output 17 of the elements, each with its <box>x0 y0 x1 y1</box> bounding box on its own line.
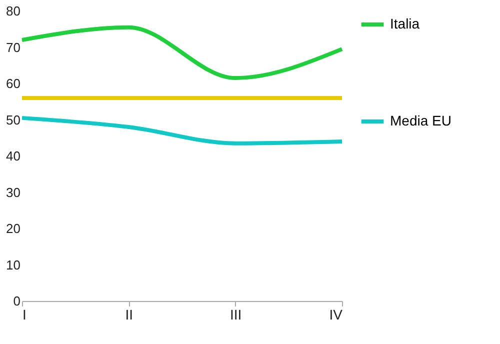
x-tick-label: IV <box>329 306 344 322</box>
y-tick-label: 40 <box>6 148 20 164</box>
x-tick-label: III <box>230 306 242 322</box>
y-tick-label: 70 <box>6 40 20 55</box>
line-series <box>20 25 344 80</box>
y-tick-label: 20 <box>6 221 20 236</box>
legend-label: Italia <box>390 16 420 32</box>
y-tick-label: 30 <box>6 184 20 200</box>
x-tick-label: II <box>125 306 134 322</box>
legend-label: Media EU <box>390 112 452 128</box>
y-tick-label: 60 <box>6 76 20 91</box>
y-tick-label: 80 <box>6 4 20 18</box>
line-series <box>20 116 344 146</box>
x-tick-label: I <box>22 306 26 322</box>
y-tick-label: 50 <box>6 112 20 128</box>
y-tick-label: 0 <box>13 294 20 308</box>
y-tick-label: 10 <box>6 257 20 272</box>
